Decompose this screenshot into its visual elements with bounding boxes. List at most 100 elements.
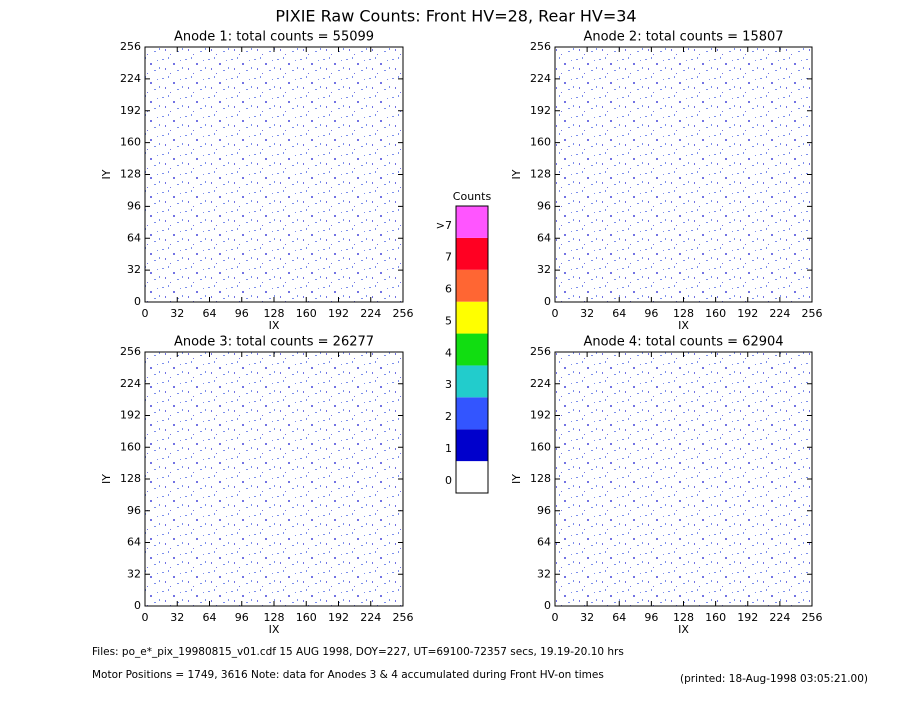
x-tick-label: 256 [802,307,823,320]
y-tick-label: 224 [530,72,551,85]
x-tick-label: 32 [170,307,184,320]
x-tick-label: 0 [142,611,149,624]
x-tick-label: 160 [705,611,726,624]
y-tick-label: 256 [530,40,551,53]
page-title: PIXIE Raw Counts: Front HV=28, Rear HV=3… [275,7,636,26]
x-tick-label: 256 [802,611,823,624]
colorbar-label: 4 [445,346,452,359]
x-tick-label: 0 [142,307,149,320]
colorbar-swatch [456,301,488,334]
footer-motor: Motor Positions = 1749, 3616 Note: data … [92,669,604,681]
y-tick-label: 192 [120,409,141,422]
x-tick-label: 96 [644,307,658,320]
x-tick-label: 96 [644,611,658,624]
colorbar-label: 2 [445,410,452,423]
colorbar-swatch [456,429,488,462]
x-tick-label: 192 [328,307,349,320]
count-image [145,352,403,606]
y-tick-label: 192 [530,104,551,117]
y-tick-label: 224 [120,72,141,85]
x-tick-label: 128 [673,611,694,624]
colorbar-frame [455,205,489,494]
x-tick-label: 128 [264,307,285,320]
count-image [555,47,812,302]
y-tick-label: 128 [530,472,551,485]
y-tick-label: 128 [530,168,551,181]
x-tick-label: 160 [705,307,726,320]
count-image [555,352,812,606]
colorbar-swatch [456,397,488,430]
panel-title: Anode 4: total counts = 62904 [583,335,783,350]
y-tick-label: 32 [127,263,141,276]
y-tick-label: 64 [537,231,551,244]
x-tick-label: 128 [673,307,694,320]
colorbar-label: 6 [445,283,452,296]
x-tick-label: 192 [737,611,758,624]
x-tick-label: 192 [737,307,758,320]
colorbar-label: 1 [445,442,452,455]
y-tick-label: 0 [544,599,551,612]
y-tick-label: 32 [537,263,551,276]
y-axis-label: IY [100,169,113,179]
x-axis-label: IX [678,623,689,636]
colorbar-swatch [456,206,488,238]
y-tick-label: 192 [120,104,141,117]
y-tick-label: 64 [127,536,141,549]
y-tick-label: 192 [530,409,551,422]
x-axis-label: IX [269,319,280,332]
x-tick-label: 64 [612,307,626,320]
y-tick-label: 256 [530,345,551,358]
footer-files: Files: po_e*_pix_19980815_v01.cdf 15 AUG… [92,646,624,658]
x-tick-label: 256 [393,307,414,320]
y-tick-label: 128 [120,168,141,181]
y-axis-label: IY [100,474,113,484]
y-axis-label: IY [510,169,523,179]
y-tick-label: 96 [537,504,551,517]
x-axis-label: IX [269,623,280,636]
panel-title: Anode 1: total counts = 55099 [174,30,374,45]
colorbar-swatch [456,237,488,270]
x-tick-label: 224 [769,307,790,320]
y-tick-label: 64 [537,536,551,549]
y-tick-label: 224 [120,377,141,390]
colorbar-label: >7 [436,219,452,232]
x-tick-label: 64 [203,611,217,624]
y-tick-label: 96 [537,199,551,212]
x-tick-label: 224 [769,611,790,624]
colorbar-title: Counts [453,190,492,203]
y-tick-label: 0 [544,295,551,308]
x-tick-label: 96 [235,307,249,320]
footer-printed: (printed: 18-Aug-1998 03:05:21.00) [680,673,868,685]
x-tick-label: 64 [203,307,217,320]
x-tick-label: 192 [328,611,349,624]
x-tick-label: 32 [580,611,594,624]
x-tick-label: 32 [580,307,594,320]
y-axis-label: IY [510,474,523,484]
colorbar-label: 3 [445,378,452,391]
x-tick-label: 96 [235,611,249,624]
y-tick-label: 96 [127,199,141,212]
y-tick-label: 160 [120,136,141,149]
x-tick-label: 0 [552,611,559,624]
x-tick-label: 32 [170,611,184,624]
colorbar-label: 0 [445,474,452,487]
x-tick-label: 224 [360,611,381,624]
y-tick-label: 0 [134,295,141,308]
y-tick-label: 32 [127,567,141,580]
y-tick-label: 160 [530,136,551,149]
y-tick-label: 256 [120,40,141,53]
colorbar-swatch [456,461,488,493]
colorbar-label: 7 [445,251,452,264]
x-axis-label: IX [678,319,689,332]
y-tick-label: 160 [530,440,551,453]
x-tick-label: 0 [552,307,559,320]
y-tick-label: 32 [537,567,551,580]
panel-title: Anode 2: total counts = 15807 [583,30,783,45]
x-tick-label: 256 [393,611,414,624]
y-tick-label: 0 [134,599,141,612]
colorbar-swatch [456,333,488,366]
y-tick-label: 128 [120,472,141,485]
y-tick-label: 256 [120,345,141,358]
y-tick-label: 160 [120,440,141,453]
